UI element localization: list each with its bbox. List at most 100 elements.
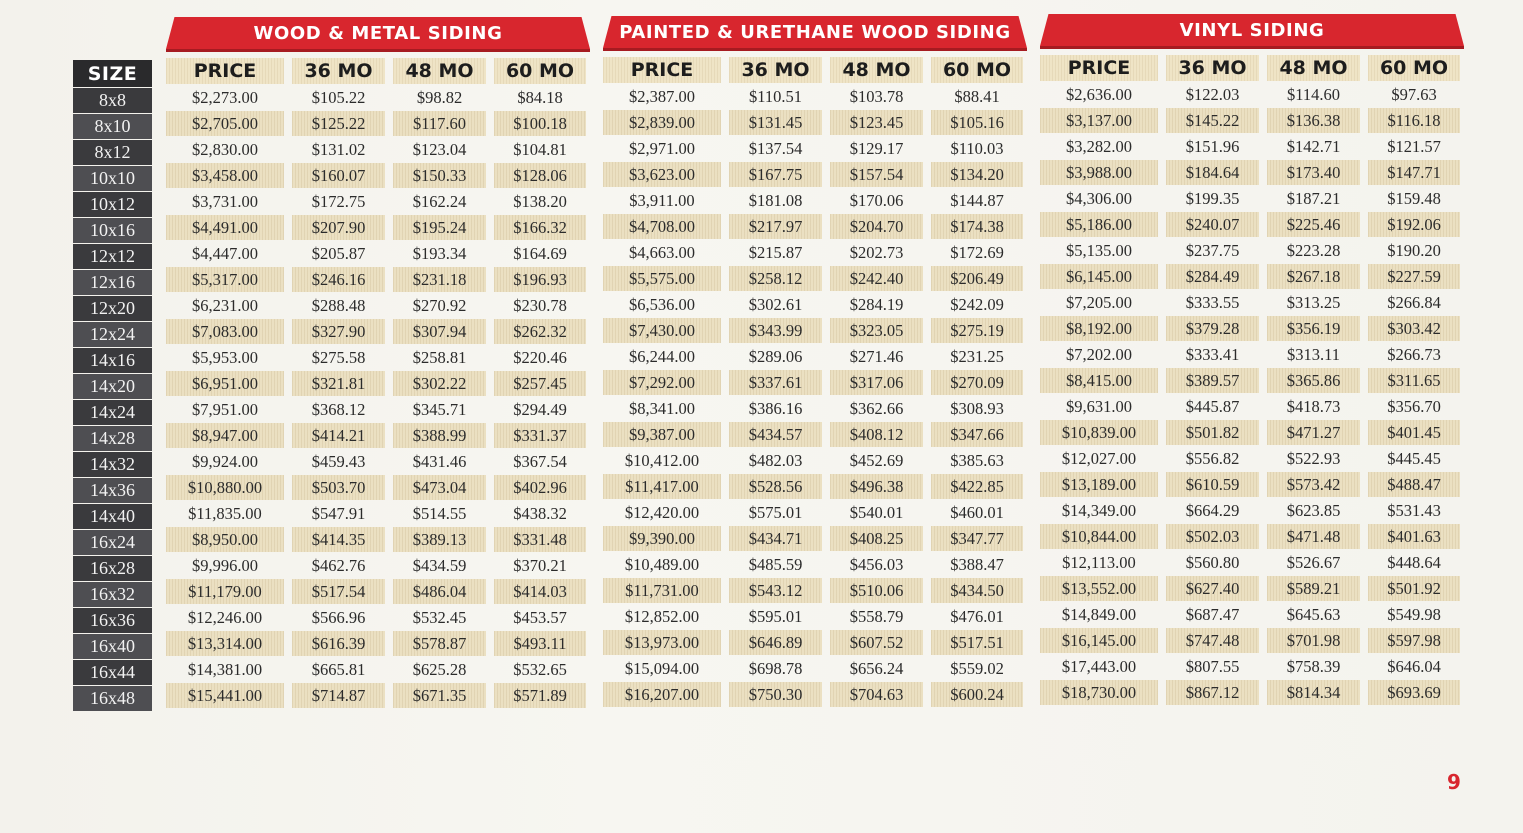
price-cell: $131.45 bbox=[729, 110, 822, 135]
price-cell: $11,731.00 bbox=[603, 578, 721, 603]
section-vinyl-siding: VINYL SIDING PRICE $2,636.00 $3,137.00 $3,28… bbox=[1040, 14, 1464, 705]
price-cell: $257.45 bbox=[494, 371, 586, 396]
price-cell: $270.09 bbox=[931, 370, 1023, 395]
page-number: 9 bbox=[1447, 770, 1461, 794]
price-cell: $559.02 bbox=[950, 658, 1004, 678]
size-cell: 12x20 bbox=[73, 296, 152, 321]
size-cell: 10x12 bbox=[73, 192, 152, 217]
price-cell: $501.82 bbox=[1166, 420, 1259, 445]
price-cell: $347.77 bbox=[931, 526, 1023, 551]
price-cell: $11,417.00 bbox=[603, 474, 721, 499]
size-cell: 8x12 bbox=[73, 140, 152, 165]
price-cell: $656.24 bbox=[849, 658, 904, 678]
size-header: SIZE bbox=[73, 60, 152, 87]
price-cell: $473.04 bbox=[393, 475, 486, 500]
price-cell: $5,186.00 bbox=[1040, 212, 1158, 237]
price-cell: $242.40 bbox=[830, 266, 923, 291]
price-cell: $445.87 bbox=[1185, 396, 1240, 416]
price-cell: $187.21 bbox=[1286, 188, 1341, 208]
price-cell: $121.57 bbox=[1387, 136, 1441, 156]
price-column: 48 MO $98.82 $117.60 $123.04 $150.33 $162.24 $… bbox=[393, 58, 486, 708]
price-column: PRICE $2,387.00 $2,839.00 $2,971.00 $3,623.0… bbox=[603, 57, 721, 707]
price-cell: $134.20 bbox=[931, 162, 1023, 187]
price-cell: $422.85 bbox=[931, 474, 1023, 499]
price-cell: $192.06 bbox=[1368, 212, 1460, 237]
price-cell: $5,135.00 bbox=[1066, 240, 1132, 260]
price-cell: $284.49 bbox=[1166, 264, 1259, 289]
price-cell: $698.78 bbox=[748, 658, 803, 678]
column-header: 48 MO bbox=[1267, 55, 1360, 81]
size-cell: 16x32 bbox=[73, 582, 152, 607]
price-cell: $231.18 bbox=[393, 267, 486, 292]
price-cell: $4,447.00 bbox=[192, 243, 258, 263]
price-cell: $367.54 bbox=[513, 451, 567, 471]
price-cell: $571.89 bbox=[494, 683, 586, 708]
price-cell: $438.32 bbox=[513, 503, 567, 523]
price-cell: $347.66 bbox=[931, 422, 1023, 447]
price-cell: $240.07 bbox=[1166, 212, 1259, 237]
banner-underline bbox=[1040, 46, 1464, 49]
size-cell: 16x44 bbox=[73, 660, 152, 685]
size-cell: 14x32 bbox=[73, 452, 152, 477]
column-header: 60 MO bbox=[1368, 55, 1460, 81]
price-cell: $418.73 bbox=[1286, 396, 1341, 416]
price-cell: $195.24 bbox=[393, 215, 486, 240]
column-header: PRICE bbox=[166, 58, 284, 84]
price-cell: $294.49 bbox=[513, 399, 567, 419]
price-cell: $313.25 bbox=[1286, 292, 1341, 312]
price-cell: $137.54 bbox=[748, 138, 803, 158]
price-cell: $12,027.00 bbox=[1061, 448, 1137, 468]
price-cell: $225.46 bbox=[1267, 212, 1360, 237]
price-cell: $456.03 bbox=[849, 554, 904, 574]
price-cell: $5,575.00 bbox=[603, 266, 721, 291]
price-cell: $543.12 bbox=[729, 578, 822, 603]
price-cell: $532.45 bbox=[412, 607, 467, 627]
banner-underline bbox=[166, 49, 590, 52]
price-cell: $625.28 bbox=[412, 659, 467, 679]
price-cell: $242.09 bbox=[950, 294, 1004, 314]
price-cell: $343.99 bbox=[729, 318, 822, 343]
size-cell: 8x8 bbox=[73, 88, 152, 113]
price-cell: $205.87 bbox=[311, 243, 366, 263]
price-cell: $196.93 bbox=[494, 267, 586, 292]
column-header: 48 MO bbox=[393, 58, 486, 84]
size-cell: 16x40 bbox=[73, 634, 152, 659]
price-cell: $558.79 bbox=[849, 606, 904, 626]
price-cell: $6,231.00 bbox=[192, 295, 258, 315]
price-cell: $84.18 bbox=[517, 87, 563, 107]
column-header: 60 MO bbox=[931, 57, 1023, 83]
price-cell: $9,387.00 bbox=[603, 422, 721, 447]
price-cell: $434.71 bbox=[729, 526, 822, 551]
price-cell: $9,924.00 bbox=[192, 451, 258, 471]
price-cell: $147.71 bbox=[1368, 160, 1460, 185]
price-cell: $302.22 bbox=[393, 371, 486, 396]
price-cell: $220.46 bbox=[513, 347, 567, 367]
price-cell: $3,988.00 bbox=[1040, 160, 1158, 185]
size-cell: 10x16 bbox=[73, 218, 152, 243]
price-cell: $496.38 bbox=[830, 474, 923, 499]
price-cell: $144.87 bbox=[950, 190, 1004, 210]
price-cell: $206.49 bbox=[931, 266, 1023, 291]
price-cell: $445.45 bbox=[1387, 448, 1441, 468]
price-cell: $17,443.00 bbox=[1061, 656, 1137, 676]
price-cell: $166.32 bbox=[494, 215, 586, 240]
size-cell: 12x12 bbox=[73, 244, 152, 269]
price-cell: $151.96 bbox=[1185, 136, 1240, 156]
price-cell: $271.46 bbox=[849, 346, 904, 366]
price-cell: $517.54 bbox=[292, 579, 385, 604]
price-grid: PRICE $2,387.00 $2,839.00 $2,971.00 $3,623.0… bbox=[603, 57, 1027, 707]
price-cell: $646.89 bbox=[729, 630, 822, 655]
size-cell: 14x24 bbox=[73, 400, 152, 425]
price-cell: $125.22 bbox=[292, 111, 385, 136]
price-cell: $170.06 bbox=[849, 190, 904, 210]
price-cell: $623.85 bbox=[1286, 500, 1341, 520]
price-cell: $482.03 bbox=[748, 450, 803, 470]
price-cell: $223.28 bbox=[1286, 240, 1341, 260]
price-cell: $532.65 bbox=[513, 659, 567, 679]
price-cell: $6,536.00 bbox=[629, 294, 695, 314]
price-cell: $452.69 bbox=[849, 450, 904, 470]
price-cell: $528.56 bbox=[729, 474, 822, 499]
price-cell: $12,852.00 bbox=[624, 606, 700, 626]
price-cell: $164.69 bbox=[513, 243, 567, 263]
price-cell: $145.22 bbox=[1166, 108, 1259, 133]
